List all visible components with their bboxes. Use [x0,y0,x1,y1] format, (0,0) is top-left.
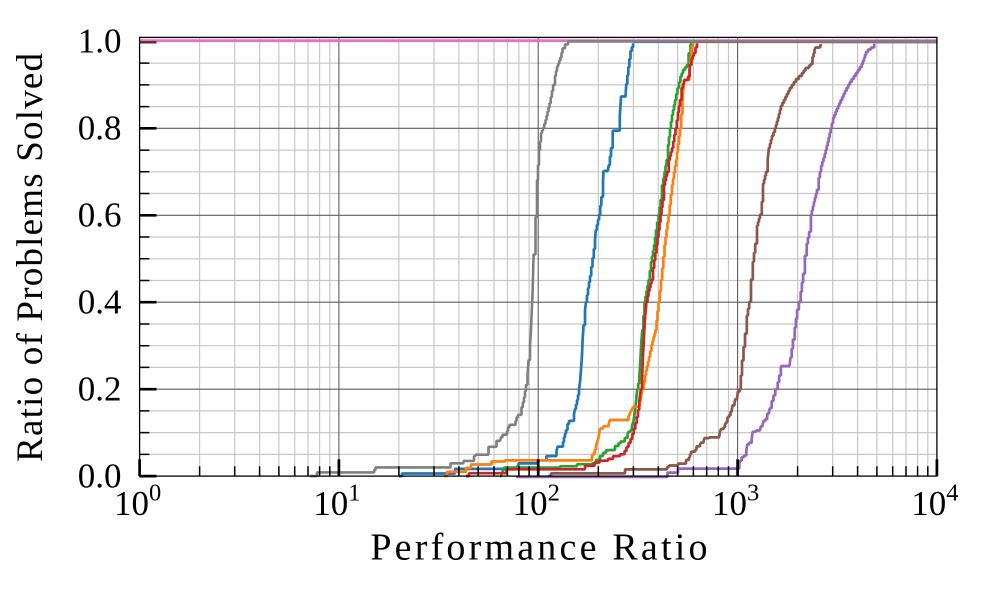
svg-text:Ratio of Problems Solved: Ratio of Problems Solved [10,52,51,462]
svg-text:0.4: 0.4 [78,283,122,322]
svg-text:Performance Ratio: Performance Ratio [370,527,710,569]
svg-text:0.8: 0.8 [78,109,122,148]
svg-text:0.6: 0.6 [78,196,122,235]
svg-text:1.0: 1.0 [78,22,122,61]
svg-text:0.2: 0.2 [78,370,122,409]
svg-text:0.0: 0.0 [78,456,122,495]
